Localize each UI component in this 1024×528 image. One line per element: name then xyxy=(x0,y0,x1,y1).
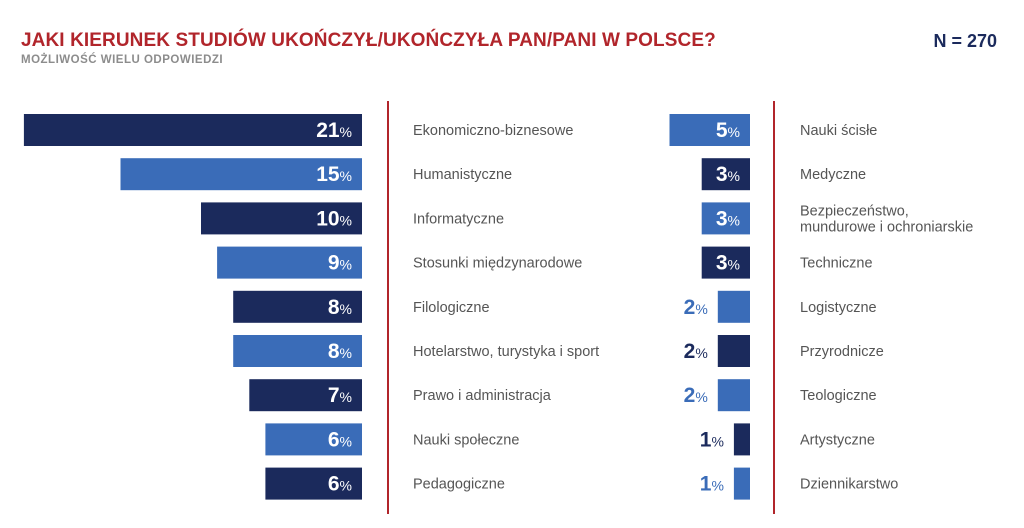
chart-subtitle: MOŻLIWOŚĆ WIELU ODPOWIEDZI xyxy=(21,54,224,66)
left-row: 6% Pedagogiczne xyxy=(265,467,505,500)
bar xyxy=(265,423,362,456)
bar-value-label: 2% xyxy=(684,340,708,363)
category-label: Nauki społeczne xyxy=(413,432,519,448)
left-row: 21% Ekonomiczno-biznesowe xyxy=(23,114,573,146)
right-row: 5% Nauki ścisłe xyxy=(669,114,877,146)
category-label: Techniczne xyxy=(800,256,873,272)
bar xyxy=(701,246,750,279)
bar-value-label: 8% xyxy=(328,296,352,319)
bar xyxy=(217,246,362,279)
category-label: Informatyczne xyxy=(413,211,504,227)
bar xyxy=(717,290,750,323)
bar xyxy=(717,379,750,412)
left-row: 8% Filologiczne xyxy=(233,290,490,323)
bar xyxy=(733,423,750,456)
category-label: Filologiczne xyxy=(413,300,490,316)
bar-value-label: 1% xyxy=(700,473,724,496)
bar-value-label: 15% xyxy=(316,163,352,186)
bar-value-label: 3% xyxy=(716,252,740,275)
bar-value-label: 21% xyxy=(316,119,352,142)
left-row: 6% Nauki społeczne xyxy=(265,423,519,456)
right-row: 2% Przyrodnicze xyxy=(684,335,884,367)
category-label: Teologiczne xyxy=(800,388,877,404)
bar xyxy=(733,467,750,500)
bar-value-label: 6% xyxy=(328,428,352,451)
bar-value-label: 5% xyxy=(716,119,740,142)
left-row: 15% Humanistyczne xyxy=(120,158,512,191)
left-row: 9% Stosunki międzynarodowe xyxy=(217,246,582,279)
bar-value-label: 3% xyxy=(716,207,740,230)
category-label: Hotelarstwo, turystyka i sport xyxy=(413,344,599,360)
right-row: 1% Dziennikarstwo xyxy=(700,467,898,500)
right-row: 3% Techniczne xyxy=(701,246,873,279)
bar xyxy=(120,158,362,191)
bar-value-label: 7% xyxy=(328,384,352,407)
right-row: 2% Logistyczne xyxy=(684,290,877,323)
category-label: Humanistyczne xyxy=(413,167,512,183)
bar-value-label: 9% xyxy=(328,252,352,275)
bar xyxy=(669,114,750,146)
right-panel: 5% Nauki ścisłe 3% Medyczne 3% Bezpieczeństwo… xyxy=(669,114,973,500)
category-label: Pedagogiczne xyxy=(413,477,505,493)
bar xyxy=(717,335,750,367)
category-label: Stosunki międzynarodowe xyxy=(413,256,582,272)
sample-size-label: N = 270 xyxy=(933,31,997,51)
category-label: Logistyczne xyxy=(800,300,877,316)
bar xyxy=(23,114,363,146)
chart-title: JAKI KIERUNEK STUDIÓW UKOŃCZYŁ/UKOŃCZYŁA… xyxy=(21,30,716,51)
bar-value-label: 1% xyxy=(700,428,724,451)
bar-value-label: 3% xyxy=(716,163,740,186)
right-row: 3% Medyczne xyxy=(701,158,866,191)
category-label: Artystyczne xyxy=(800,432,875,448)
left-row: 7% Prawo i administracja xyxy=(249,379,552,412)
bar-value-label: 8% xyxy=(328,340,352,363)
bar xyxy=(233,290,362,323)
bar xyxy=(265,467,362,500)
category-label: Nauki ścisłe xyxy=(800,123,877,139)
category-label: Ekonomiczno-biznesowe xyxy=(413,123,573,139)
right-row: 3% Bezpieczeństwo, mundurowe i ochroniarsk… xyxy=(701,202,973,235)
left-row: 8% Hotelarstwo, turystyka i sport xyxy=(233,335,599,367)
bar xyxy=(249,379,362,412)
category-label: Medyczne xyxy=(800,167,866,183)
bar xyxy=(201,202,362,235)
right-row: 2% Teologiczne xyxy=(684,379,877,412)
bar-value-label: 6% xyxy=(328,473,352,496)
right-row: 1% Artystyczne xyxy=(700,423,875,456)
category-label: Dziennikarstwo xyxy=(800,477,898,493)
category-label: Bezpieczeństwo, mundurowe i ochroniarskie xyxy=(800,203,973,235)
bar-value-label: 2% xyxy=(684,384,708,407)
left-panel: 21% Ekonomiczno-biznesowe 15% Humanistyczne… xyxy=(23,114,599,500)
bar-value-label: 10% xyxy=(316,207,352,230)
panel-dividers xyxy=(387,101,775,514)
bar xyxy=(701,158,750,191)
category-label: Prawo i administracja xyxy=(413,388,552,404)
left-row: 10% Informatyczne xyxy=(201,202,504,235)
category-label: Przyrodnicze xyxy=(800,344,884,360)
bar-value-label: 2% xyxy=(684,296,708,319)
bar xyxy=(233,335,362,367)
bar xyxy=(701,202,750,235)
